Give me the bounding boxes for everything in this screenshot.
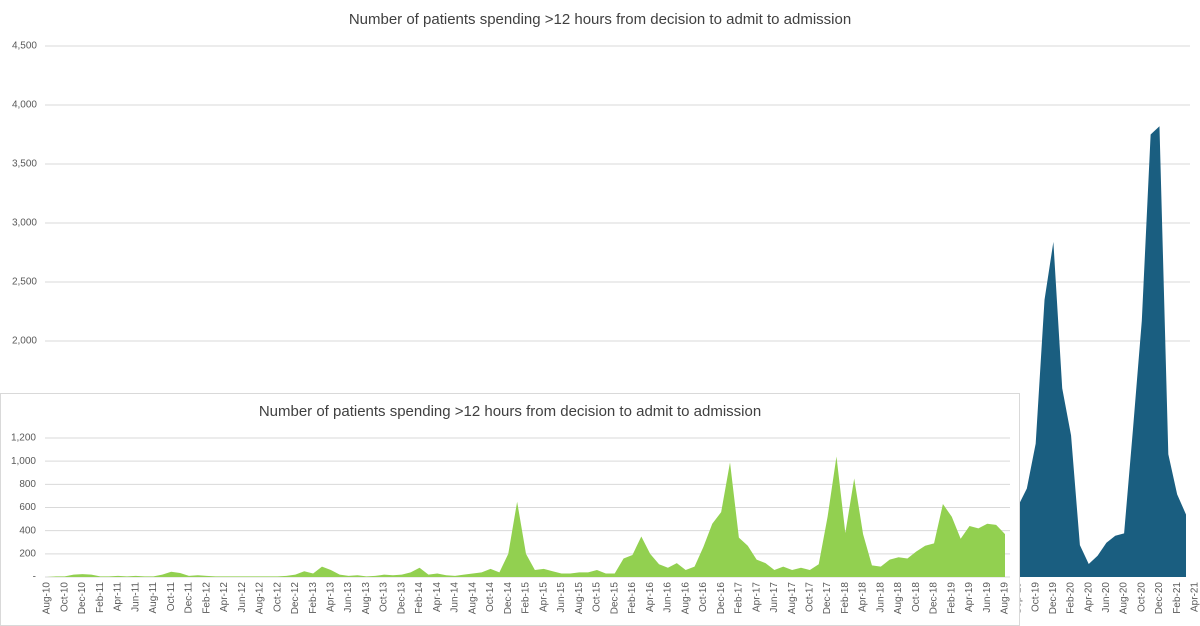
x-tick-label: Dec-16 <box>716 582 727 615</box>
x-tick-label: Jun-13 <box>343 582 354 613</box>
x-tick-label: Aug-15 <box>574 582 585 615</box>
x-tick-label: Apr-20 <box>1083 582 1094 612</box>
x-tick-label: Apr-19 <box>964 582 975 612</box>
x-tick-label: Apr-11 <box>113 582 124 612</box>
x-tick-label: Jun-14 <box>450 582 461 613</box>
x-tick-label: Apr-12 <box>219 582 230 612</box>
x-tick-label: Apr-15 <box>538 582 549 612</box>
x-tick-label: Feb-20 <box>1066 582 1077 614</box>
inset-chart: Number of patients spending >12 hours fr… <box>11 403 1011 614</box>
y-tick-label: 2,500 <box>12 277 37 288</box>
x-tick-label: Feb-15 <box>521 582 532 614</box>
x-tick-label: Dec-20 <box>1154 582 1165 615</box>
x-tick-label: Jun-15 <box>556 582 567 613</box>
x-tick-label: Feb-17 <box>734 582 745 614</box>
y-tick-label: - <box>33 572 36 583</box>
x-tick-label: Feb-19 <box>946 582 957 614</box>
x-tick-label: Apr-18 <box>858 582 869 612</box>
x-tick-label: Dec-18 <box>929 582 940 615</box>
x-tick-label: Aug-11 <box>148 582 159 614</box>
x-tick-label: Dec-12 <box>290 582 301 615</box>
y-tick-label: 4,000 <box>12 100 37 111</box>
y-tick-label: 800 <box>19 479 36 490</box>
x-tick-label: Dec-19 <box>1048 582 1059 615</box>
x-tick-label: Oct-16 <box>698 582 709 612</box>
x-tick-label: Jun-11 <box>130 582 141 612</box>
x-tick-label: Oct-10 <box>59 582 70 612</box>
x-tick-label: Apr-14 <box>432 582 443 612</box>
y-tick-label: 3,500 <box>12 159 37 170</box>
x-tick-label: Jun-18 <box>875 582 886 613</box>
outer-chart: Number of patients spending >12 hours fr… <box>12 11 1200 614</box>
y-tick-label: 1,200 <box>11 433 36 444</box>
x-tick-label: Oct-19 <box>1030 582 1041 612</box>
x-tick-label: Oct-17 <box>804 582 815 612</box>
x-tick-label: Dec-10 <box>77 582 88 615</box>
x-tick-label: Dec-14 <box>503 582 514 615</box>
x-tick-label: Feb-21 <box>1172 582 1183 614</box>
area <box>47 456 1005 577</box>
x-tick-label: Jun-20 <box>1101 582 1112 613</box>
x-tick-label: Feb-18 <box>840 582 851 614</box>
x-tick-label: Oct-15 <box>592 582 603 612</box>
x-tick-label: Apr-21 <box>1189 582 1200 612</box>
x-tick-label: Dec-15 <box>609 582 620 615</box>
x-tick-label: Apr-17 <box>751 582 762 612</box>
x-tick-label: Jun-16 <box>663 582 674 613</box>
x-tick-label: Feb-13 <box>308 582 319 614</box>
x-tick-label: Aug-12 <box>255 582 266 615</box>
x-tick-label: Aug-13 <box>361 582 372 615</box>
x-tick-label: Feb-11 <box>95 582 106 613</box>
x-tick-label: Apr-16 <box>645 582 656 612</box>
y-tick-label: 200 <box>19 548 36 559</box>
x-tick-label: Aug-18 <box>893 582 904 615</box>
x-tick-label: Feb-14 <box>414 582 425 614</box>
x-tick-label: Jun-19 <box>982 582 993 613</box>
x-tick-label: Oct-12 <box>272 582 283 612</box>
area <box>1018 126 1186 578</box>
x-tick-label: Aug-20 <box>1119 582 1130 615</box>
x-tick-label: Oct-20 <box>1136 582 1147 612</box>
x-tick-label: Aug-19 <box>1000 582 1011 615</box>
y-tick-label: 3,000 <box>12 218 37 229</box>
x-tick-label: Oct-14 <box>485 582 496 612</box>
x-tick-label: Feb-12 <box>201 582 212 614</box>
x-tick-label: Aug-17 <box>787 582 798 615</box>
y-tick-label: 600 <box>19 502 36 513</box>
x-tick-label: Aug-10 <box>42 582 53 615</box>
x-tick-label: Jun-12 <box>237 582 248 613</box>
x-tick-label: Apr-13 <box>325 582 336 612</box>
x-tick-label: Dec-17 <box>822 582 833 615</box>
y-tick-label: 1,000 <box>11 456 36 467</box>
x-tick-label: Oct-18 <box>911 582 922 612</box>
x-tick-label: Jun-17 <box>769 582 780 613</box>
x-tick-label: Oct-11 <box>166 582 177 612</box>
x-tick-label: Aug-14 <box>467 582 478 615</box>
chart-title: Number of patients spending >12 hours fr… <box>349 11 851 28</box>
x-tick-label: Dec-13 <box>396 582 407 615</box>
y-tick-label: 2,000 <box>12 336 37 347</box>
x-tick-label: Oct-13 <box>379 582 390 612</box>
chart-title: Number of patients spending >12 hours fr… <box>259 403 761 420</box>
x-tick-label: Aug-16 <box>680 582 691 615</box>
y-tick-label: 400 <box>19 525 36 536</box>
x-tick-label: Dec-11 <box>184 582 195 614</box>
x-tick-label: Feb-16 <box>627 582 638 614</box>
y-tick-label: 4,500 <box>12 41 37 52</box>
